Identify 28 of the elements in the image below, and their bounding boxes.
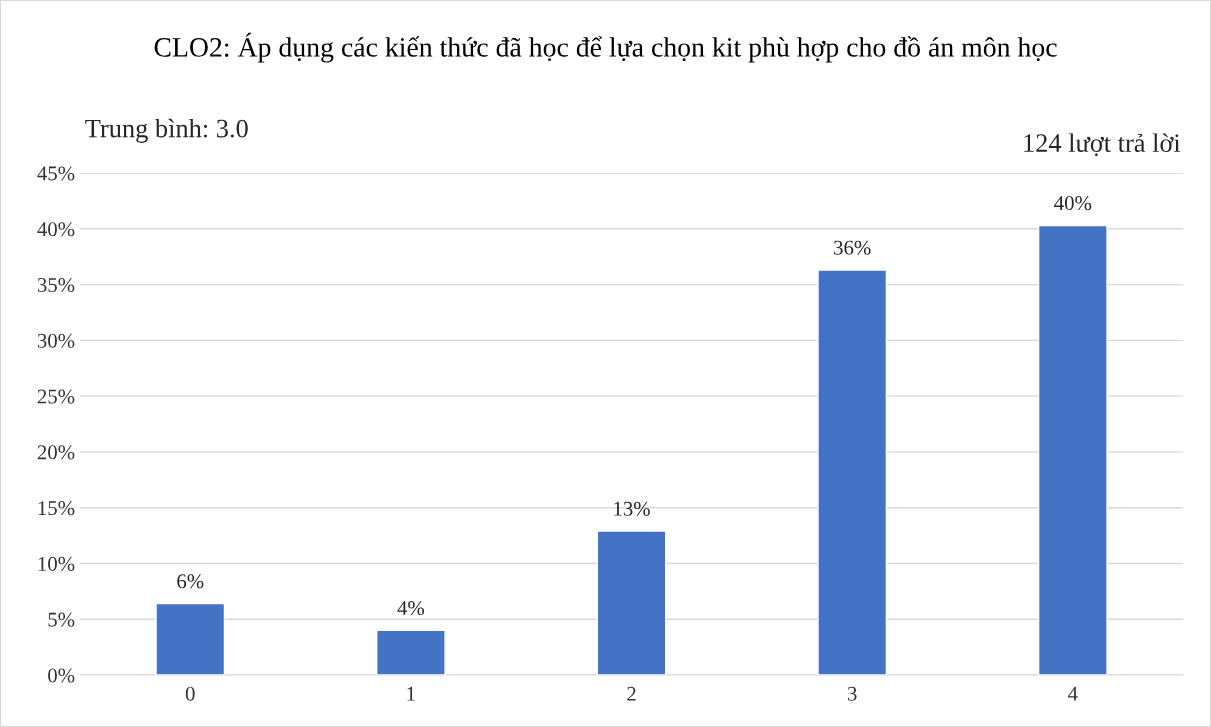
data-label: 13% bbox=[614, 501, 650, 516]
y-tick-label: 15% bbox=[38, 501, 75, 516]
data-label: 40% bbox=[1054, 196, 1092, 211]
bar bbox=[375, 629, 446, 676]
y-tick-label: 0% bbox=[48, 668, 75, 683]
data-label: 4% bbox=[397, 601, 425, 616]
x-tick-label: 2 bbox=[627, 686, 636, 701]
y-tick-label: 35% bbox=[37, 277, 75, 293]
y-tick-label: 45% bbox=[37, 166, 75, 181]
text: 124 lượt trả lời bbox=[1024, 133, 1181, 157]
y-tick-label: 10% bbox=[38, 556, 75, 571]
y-tick-label: 40% bbox=[37, 222, 75, 237]
y-tick-label: 20% bbox=[37, 445, 75, 460]
y-tick-label: 30% bbox=[37, 333, 75, 348]
text: Trung bình: 3.0 bbox=[85, 118, 248, 143]
x-tick-label: 0 bbox=[185, 686, 195, 701]
chart-title: CLO2: Áp dụng các kiến thức đã học để lựa chọn kit phù hợp cho đồ án môn học bbox=[154, 32, 1057, 63]
data-label: 6% bbox=[177, 574, 204, 589]
x-tick-label: 1 bbox=[407, 686, 415, 701]
x-tick-label: 3 bbox=[847, 686, 857, 701]
y-tick-label: 25% bbox=[37, 389, 75, 404]
data-label: 36% bbox=[834, 240, 871, 255]
bar bbox=[817, 269, 888, 676]
bar bbox=[596, 530, 667, 676]
bar bbox=[155, 602, 226, 676]
y-tick-label: 5% bbox=[48, 612, 75, 627]
bar bbox=[1037, 224, 1108, 676]
x-tick-label: 4 bbox=[1068, 686, 1078, 701]
